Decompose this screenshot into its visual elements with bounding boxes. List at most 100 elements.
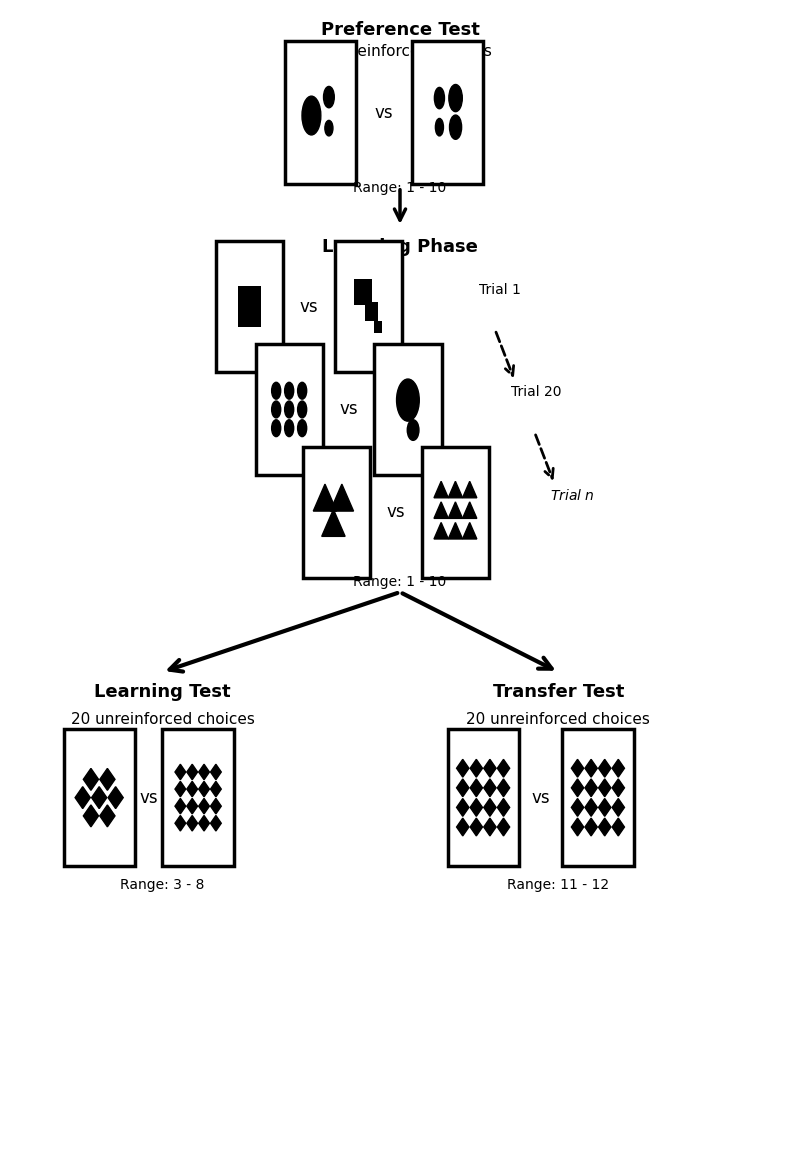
Polygon shape [175, 815, 186, 831]
Bar [216, 242, 283, 373]
Polygon shape [598, 759, 611, 777]
Bar [374, 344, 442, 475]
Polygon shape [498, 779, 510, 797]
Polygon shape [585, 818, 598, 836]
Polygon shape [314, 484, 337, 511]
Polygon shape [210, 815, 222, 831]
Polygon shape [210, 781, 222, 797]
Polygon shape [612, 818, 625, 836]
Ellipse shape [298, 401, 306, 417]
Polygon shape [571, 779, 584, 797]
Bar [354, 278, 372, 305]
Polygon shape [198, 798, 210, 814]
Polygon shape [470, 798, 482, 816]
Text: Trial 1: Trial 1 [479, 283, 521, 297]
Text: Range: 3 - 8: Range: 3 - 8 [120, 877, 205, 891]
Polygon shape [83, 805, 98, 827]
Ellipse shape [434, 87, 445, 109]
Polygon shape [457, 779, 469, 797]
Polygon shape [175, 798, 186, 814]
Polygon shape [571, 798, 584, 816]
Ellipse shape [302, 97, 321, 135]
Polygon shape [434, 501, 448, 519]
Polygon shape [187, 765, 198, 780]
Polygon shape [198, 781, 210, 797]
Polygon shape [585, 779, 598, 797]
Text: vs: vs [139, 789, 158, 806]
Text: vs: vs [386, 504, 406, 521]
Polygon shape [585, 798, 598, 816]
Bar [63, 729, 134, 866]
Polygon shape [571, 818, 584, 836]
Text: 20 unreinforced choices: 20 unreinforced choices [308, 44, 492, 59]
Polygon shape [75, 787, 90, 808]
Polygon shape [175, 781, 186, 797]
Ellipse shape [285, 401, 294, 417]
Text: Learning Phase: Learning Phase [322, 238, 478, 256]
Ellipse shape [285, 382, 294, 399]
Polygon shape [612, 798, 625, 816]
Ellipse shape [450, 115, 462, 139]
Polygon shape [484, 779, 496, 797]
Polygon shape [434, 482, 448, 498]
Polygon shape [484, 818, 496, 836]
Ellipse shape [272, 420, 281, 437]
Text: Range: 1 - 10: Range: 1 - 10 [354, 575, 446, 589]
Text: Range: 1 - 10: Range: 1 - 10 [354, 181, 446, 196]
Bar [162, 729, 234, 866]
Ellipse shape [323, 86, 334, 108]
Text: Trial $n$: Trial $n$ [550, 488, 595, 503]
Text: Trial 20: Trial 20 [511, 385, 562, 399]
Polygon shape [498, 798, 510, 816]
Polygon shape [448, 501, 462, 519]
Polygon shape [598, 798, 611, 816]
Bar [334, 242, 402, 373]
Polygon shape [457, 798, 469, 816]
Polygon shape [612, 779, 625, 797]
Polygon shape [470, 779, 482, 797]
Text: Learning Test: Learning Test [94, 683, 231, 702]
Polygon shape [462, 522, 477, 539]
Polygon shape [585, 759, 598, 777]
Polygon shape [448, 522, 462, 539]
Ellipse shape [272, 382, 281, 399]
Ellipse shape [272, 401, 281, 417]
Polygon shape [612, 759, 625, 777]
Polygon shape [470, 818, 482, 836]
Text: 20 unreinforced choices: 20 unreinforced choices [70, 712, 254, 727]
Bar [238, 286, 262, 328]
Ellipse shape [397, 380, 419, 421]
Polygon shape [498, 759, 510, 777]
Ellipse shape [449, 84, 462, 112]
Ellipse shape [285, 420, 294, 437]
Text: Preference Test: Preference Test [321, 22, 479, 39]
Polygon shape [571, 759, 584, 777]
Polygon shape [175, 765, 186, 780]
Text: vs: vs [339, 400, 358, 419]
Ellipse shape [407, 420, 419, 440]
Polygon shape [457, 759, 469, 777]
Polygon shape [470, 759, 482, 777]
Bar [286, 41, 357, 184]
Ellipse shape [298, 420, 306, 437]
Polygon shape [484, 798, 496, 816]
Text: vs: vs [531, 789, 550, 806]
Bar [562, 729, 634, 866]
Bar [412, 41, 483, 184]
Polygon shape [598, 779, 611, 797]
Polygon shape [484, 759, 496, 777]
Text: vs: vs [375, 104, 394, 122]
Polygon shape [462, 501, 477, 519]
Polygon shape [330, 484, 354, 511]
Text: vs: vs [300, 298, 318, 316]
Polygon shape [91, 787, 106, 808]
Polygon shape [448, 482, 462, 498]
Polygon shape [108, 787, 123, 808]
Text: Transfer Test: Transfer Test [493, 683, 624, 702]
Polygon shape [100, 768, 115, 790]
Bar [303, 446, 370, 577]
Polygon shape [100, 805, 115, 827]
Bar [255, 344, 323, 475]
Ellipse shape [298, 382, 306, 399]
Polygon shape [187, 815, 198, 831]
